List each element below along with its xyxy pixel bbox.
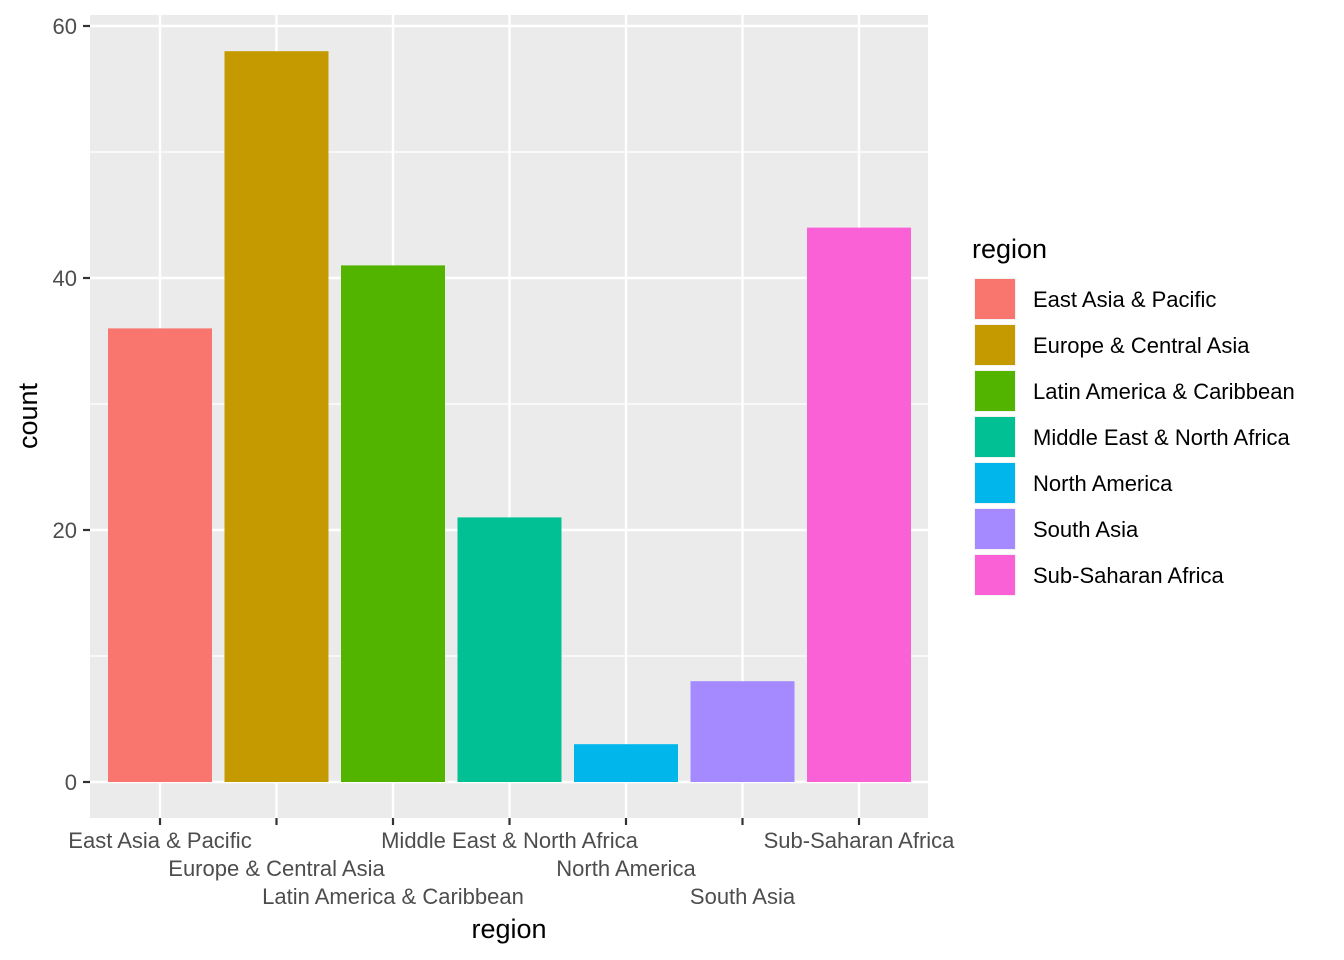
legend-label: Sub-Saharan Africa <box>1033 563 1225 588</box>
x-tick-label: North America <box>556 856 696 881</box>
legend: region East Asia & Pacific Europe & Centr… <box>972 234 1295 596</box>
legend-swatch <box>975 463 1015 503</box>
bars <box>108 51 911 783</box>
x-tick-label: Europe & Central Asia <box>168 856 385 881</box>
legend-label: South Asia <box>1033 517 1139 542</box>
legend-swatch <box>975 555 1015 595</box>
x-axis-title: region <box>471 914 546 944</box>
x-tick-label: South Asia <box>690 884 796 909</box>
y-axis: 0 20 40 60 <box>53 14 90 795</box>
bar <box>341 265 445 782</box>
bar <box>807 227 911 783</box>
y-axis-title: count <box>13 382 43 449</box>
legend-swatch <box>975 325 1015 365</box>
legend-swatch <box>975 279 1015 319</box>
x-tick-label: Sub-Saharan Africa <box>764 828 956 853</box>
bar <box>108 328 212 782</box>
x-axis: East Asia & Pacific Europe & Central Asia… <box>68 818 955 909</box>
x-tick-label: Middle East & North Africa <box>381 828 639 853</box>
x-tick-label: Latin America & Caribbean <box>262 884 524 909</box>
legend-title: region <box>972 234 1047 264</box>
y-tick-label: 20 <box>53 518 77 543</box>
legend-label: East Asia & Pacific <box>1033 287 1216 312</box>
legend-label: Middle East & North Africa <box>1033 425 1291 450</box>
x-tick-label: East Asia & Pacific <box>68 828 251 853</box>
y-tick-label: 40 <box>53 266 77 291</box>
legend-label: Europe & Central Asia <box>1033 333 1250 358</box>
legend-swatch <box>975 417 1015 457</box>
bar <box>574 744 678 782</box>
bar <box>690 681 795 782</box>
bar <box>457 517 562 782</box>
y-tick-label: 60 <box>53 14 77 39</box>
legend-label: North America <box>1033 471 1173 496</box>
legend-label: Latin America & Caribbean <box>1033 379 1295 404</box>
legend-swatch <box>975 509 1015 549</box>
bar <box>224 51 329 782</box>
y-tick-label: 0 <box>65 770 77 795</box>
legend-swatch <box>975 371 1015 411</box>
